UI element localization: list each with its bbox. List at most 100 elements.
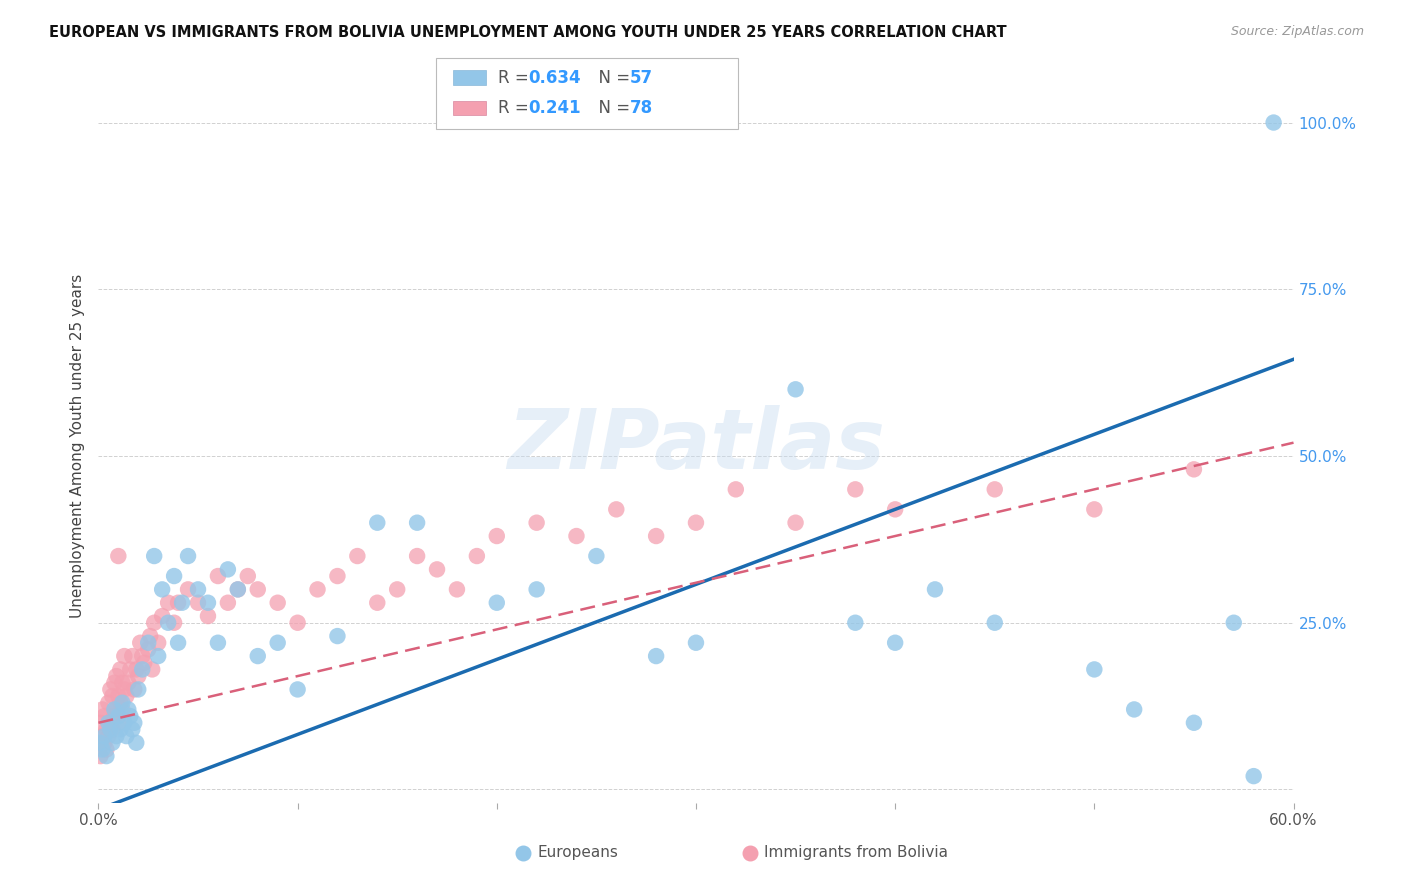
Point	[605, 502, 627, 516]
Text: N =: N =	[588, 99, 636, 117]
Point	[97, 696, 120, 710]
Point	[89, 749, 111, 764]
Point	[287, 682, 309, 697]
Text: N =: N =	[588, 69, 636, 87]
Point	[105, 702, 128, 716]
Text: EUROPEAN VS IMMIGRANTS FROM BOLIVIA UNEMPLOYMENT AMONG YOUTH UNDER 25 YEARS CORR: EUROPEAN VS IMMIGRANTS FROM BOLIVIA UNEM…	[49, 25, 1007, 40]
Point	[307, 582, 329, 597]
Point	[89, 715, 111, 730]
Point	[785, 516, 807, 530]
Point	[197, 609, 219, 624]
Point	[226, 582, 249, 597]
Point	[141, 662, 163, 676]
Point	[187, 582, 209, 597]
Point	[115, 729, 138, 743]
Point	[127, 682, 149, 697]
Point	[207, 636, 229, 650]
Point	[884, 502, 907, 516]
Point	[120, 662, 142, 676]
Point	[107, 549, 129, 563]
Point	[217, 596, 239, 610]
Text: Immigrants from Bolivia: Immigrants from Bolivia	[763, 846, 948, 860]
Point	[93, 736, 115, 750]
Point	[93, 709, 115, 723]
Point	[91, 729, 114, 743]
Point	[406, 549, 429, 563]
Point	[131, 662, 153, 676]
Point	[1182, 462, 1205, 476]
Text: ZIPatlas: ZIPatlas	[508, 406, 884, 486]
Point	[115, 689, 138, 703]
Point	[267, 596, 290, 610]
Point	[177, 549, 200, 563]
Point	[465, 549, 488, 563]
Point	[112, 715, 135, 730]
Point	[172, 596, 194, 610]
Point	[107, 709, 129, 723]
Point	[167, 636, 190, 650]
Point	[110, 723, 132, 737]
Point	[111, 702, 134, 716]
Point	[117, 675, 139, 690]
Point	[150, 609, 173, 624]
Point	[98, 682, 122, 697]
Point	[107, 689, 129, 703]
Point	[163, 569, 186, 583]
Point	[177, 582, 200, 597]
Point	[148, 649, 170, 664]
Point	[217, 562, 239, 576]
Point	[111, 675, 134, 690]
Point	[112, 682, 135, 697]
Point	[1182, 715, 1205, 730]
Point	[110, 696, 132, 710]
Point	[685, 516, 707, 530]
Point	[246, 649, 269, 664]
Point	[426, 562, 449, 576]
Point	[157, 615, 180, 630]
Point	[96, 749, 118, 764]
Point	[406, 516, 429, 530]
Point	[366, 596, 388, 610]
Point	[101, 736, 124, 750]
Point	[157, 596, 180, 610]
Point	[565, 529, 588, 543]
Point	[287, 615, 309, 630]
Point	[129, 636, 152, 650]
Point	[103, 702, 125, 716]
Point	[98, 723, 122, 737]
Point	[197, 596, 219, 610]
Point	[97, 715, 120, 730]
Point	[794, 829, 817, 843]
Text: R =: R =	[498, 69, 534, 87]
Point	[326, 569, 349, 583]
Text: 0.241: 0.241	[529, 99, 581, 117]
Point	[485, 529, 508, 543]
Point	[526, 582, 548, 597]
Point	[844, 483, 866, 497]
Point	[93, 729, 115, 743]
Point	[136, 636, 159, 650]
Point	[143, 615, 166, 630]
Point	[148, 636, 170, 650]
Point	[139, 629, 162, 643]
Text: R =: R =	[498, 99, 534, 117]
Point	[844, 615, 866, 630]
Point	[163, 615, 186, 630]
Point	[107, 715, 129, 730]
Point	[526, 516, 548, 530]
Point	[96, 723, 118, 737]
Point	[101, 689, 124, 703]
Point	[785, 382, 807, 396]
Point	[103, 675, 125, 690]
Point	[89, 736, 111, 750]
Point	[131, 649, 153, 664]
Point	[117, 702, 139, 716]
Point	[1243, 769, 1265, 783]
Point	[1123, 702, 1146, 716]
Point	[125, 662, 148, 676]
Point	[136, 642, 159, 657]
Point	[112, 649, 135, 664]
Point	[1223, 615, 1246, 630]
Point	[98, 715, 122, 730]
Point	[91, 742, 114, 756]
